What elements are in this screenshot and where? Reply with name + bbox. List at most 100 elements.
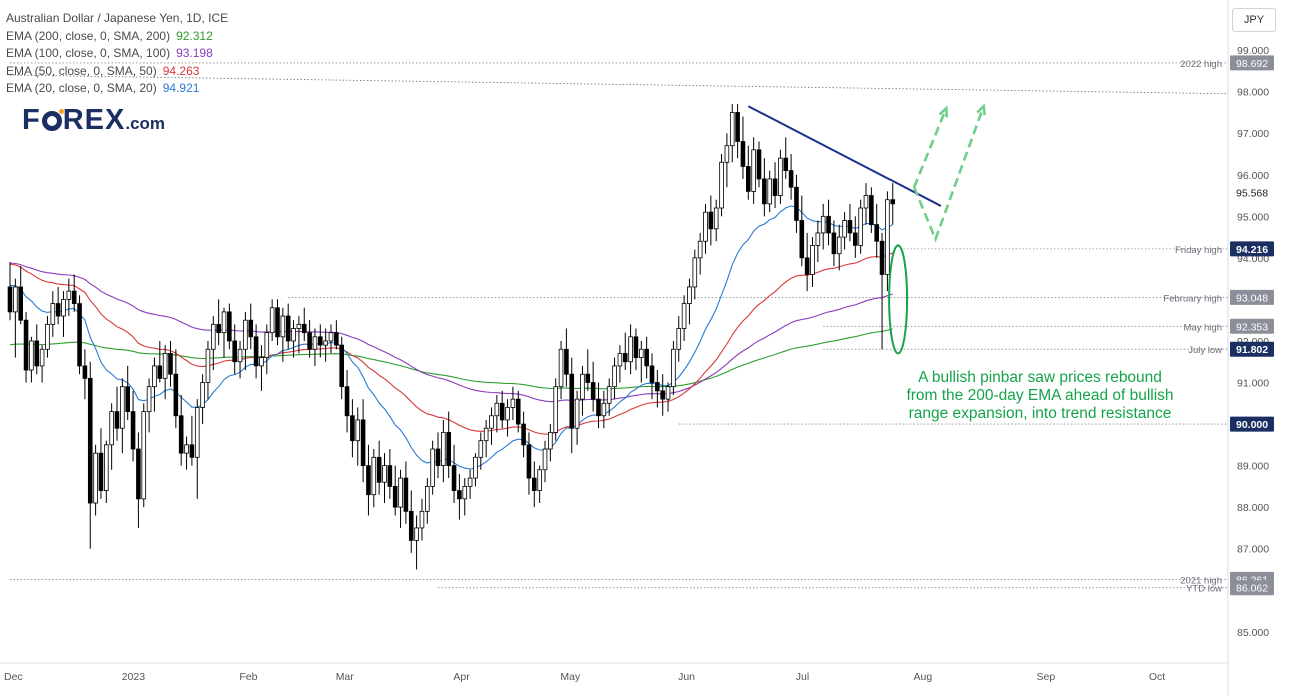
- candle-body: [804, 257, 810, 275]
- y-tick-label: 89.000: [1237, 461, 1269, 473]
- candle-body: [660, 390, 665, 400]
- candle-body: [735, 112, 740, 142]
- candle-body: [826, 215, 831, 234]
- candle-body: [130, 411, 136, 450]
- legend-value: 94.263: [162, 63, 200, 78]
- candle-body: [558, 348, 564, 388]
- annotation-text: A bullish pinbar saw prices rebound from…: [890, 369, 1190, 423]
- candle-body: [339, 344, 344, 388]
- candle-body: [210, 323, 216, 350]
- candle-body: [580, 373, 585, 400]
- candle-body: [55, 303, 61, 317]
- candle-body: [125, 386, 131, 413]
- candle-body: [205, 348, 211, 383]
- candle-body: [120, 386, 125, 429]
- candle-body: [649, 365, 655, 383]
- projection-arrowhead: [976, 103, 986, 116]
- trend-resistance-line: [747, 105, 942, 207]
- ema-100-line: [9, 262, 893, 403]
- legend-label: EMA (50, close, 0, SMA, 50): [6, 63, 157, 78]
- candle-body: [264, 332, 270, 358]
- logo-text: REX: [62, 104, 126, 136]
- candle-body: [334, 332, 339, 346]
- candle-body: [590, 382, 596, 400]
- candle-body: [596, 398, 601, 417]
- candle-body: [275, 307, 280, 338]
- price-badge: [1230, 580, 1274, 596]
- candle-body: [879, 240, 885, 275]
- candle-body: [216, 323, 221, 334]
- candle-body: [141, 411, 147, 500]
- candle-body: [740, 141, 746, 167]
- candle-body: [392, 485, 398, 508]
- candle-body: [189, 444, 195, 458]
- price-badge: [1230, 416, 1274, 432]
- price-badge-text: 92.353: [1236, 321, 1268, 333]
- y-tick-label: 96.000: [1237, 170, 1269, 182]
- logo-letter: F: [22, 104, 41, 136]
- candle-body: [799, 220, 805, 259]
- candle-body: [831, 232, 837, 255]
- y-tick-label: 97.000: [1237, 128, 1269, 140]
- candle-body: [366, 465, 371, 496]
- candle-body: [7, 286, 13, 313]
- x-tick-label: Feb: [239, 671, 257, 683]
- candle-body: [671, 348, 676, 388]
- candle-body: [553, 386, 558, 433]
- candle-body: [71, 290, 77, 304]
- legend-label: EMA (20, close, 0, SMA, 20): [6, 81, 157, 95]
- candle-body: [237, 348, 243, 363]
- candle-body: [328, 332, 334, 342]
- candle-body: [376, 456, 382, 483]
- chart-legend: Australian Dollar / Japanese Yen, 1D, IC…: [6, 10, 228, 98]
- candle-body: [360, 419, 366, 467]
- candle-body: [756, 149, 762, 180]
- legend-ema-100: EMA (100, close, 0, SMA, 100) 93.198: [6, 45, 228, 63]
- candle-body: [114, 411, 120, 429]
- candle-body: [467, 477, 473, 487]
- candle-body: [639, 348, 644, 358]
- candle-body: [601, 402, 607, 417]
- candle-body: [692, 257, 698, 288]
- price-badge-text: 86.062: [1236, 583, 1268, 595]
- candle-body: [783, 157, 789, 172]
- annotation-line: A bullish pinbar saw prices rebound: [918, 369, 1162, 386]
- candle-body: [617, 353, 623, 367]
- annotation-line: from the 200-day EMA ahead of bullish: [906, 387, 1174, 404]
- candle-body: [772, 178, 778, 196]
- candle-body: [885, 199, 890, 275]
- candle-body: [227, 311, 232, 342]
- forex-logo: F REX.com: [22, 104, 165, 137]
- candle-body: [542, 448, 548, 471]
- candle-body: [751, 149, 756, 192]
- candle-body: [703, 211, 708, 242]
- candle-body: [628, 336, 633, 363]
- candle-body: [863, 195, 869, 209]
- candle-body: [644, 348, 649, 367]
- candle-body: [548, 431, 553, 450]
- candle-body: [403, 477, 409, 512]
- candle-body: [61, 299, 66, 317]
- candle-body: [890, 199, 896, 205]
- price-level-label: 2021 high: [1180, 575, 1222, 586]
- candle-body: [152, 365, 157, 388]
- candle-body: [280, 315, 286, 338]
- legend-value: 94.921: [162, 81, 200, 95]
- candle-body: [301, 323, 307, 334]
- candle-body: [66, 290, 72, 300]
- candle-body: [291, 328, 296, 342]
- candle-body: [50, 303, 56, 325]
- x-tick-label: May: [560, 671, 581, 683]
- x-tick-label: Oct: [1149, 671, 1165, 683]
- candle-body: [537, 469, 542, 491]
- x-tick-label: Mar: [336, 671, 355, 683]
- candle-body: [521, 423, 526, 446]
- legend-ema-200: EMA (200, close, 0, SMA, 200) 92.312: [6, 28, 228, 46]
- candle-body: [45, 323, 50, 350]
- candle-body: [606, 386, 612, 404]
- currency-button[interactable]: JPY: [1232, 8, 1276, 32]
- y-tick-label: 87.000: [1237, 544, 1269, 556]
- candle-body: [387, 465, 393, 487]
- price-level-label: May high: [1183, 322, 1222, 333]
